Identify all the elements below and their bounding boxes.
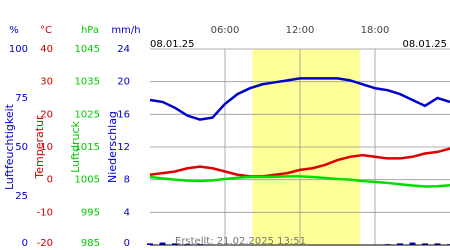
y-tick-label: 75 bbox=[15, 93, 28, 104]
axis-unit: % bbox=[9, 25, 19, 36]
axis-unit: °C bbox=[40, 25, 52, 36]
axis-title: Temperatur bbox=[33, 115, 46, 180]
y-tick-label: 0 bbox=[124, 238, 130, 249]
y-tick-label: 1025 bbox=[75, 109, 100, 120]
y-tick-label: 20 bbox=[117, 77, 130, 88]
axis-unit: hPa bbox=[81, 25, 99, 36]
x-tick-label: 06:00 bbox=[211, 25, 240, 36]
precip-bar bbox=[409, 242, 416, 245]
precip-bar bbox=[172, 243, 178, 245]
y-tick-label: 985 bbox=[81, 238, 100, 249]
y-tick-label: 16 bbox=[117, 109, 130, 120]
y-tick-label: 12 bbox=[117, 142, 130, 153]
x-tick-label: 18:00 bbox=[361, 25, 390, 36]
created-note: Erstellt: 21.02.2025 13:51 bbox=[175, 236, 306, 247]
y-tick-label: 100 bbox=[9, 44, 28, 55]
precip-bar bbox=[147, 243, 153, 245]
precip-bar bbox=[159, 242, 166, 245]
y-tick-label: 1005 bbox=[75, 175, 100, 186]
series-line bbox=[149, 77, 450, 121]
y-tick-label: -10 bbox=[37, 207, 53, 218]
y-tick-label: 4 bbox=[124, 207, 130, 218]
series-line bbox=[149, 175, 450, 188]
y-tick-label: 1045 bbox=[75, 44, 100, 55]
series-line bbox=[149, 147, 450, 178]
y-tick-label: 1015 bbox=[75, 142, 100, 153]
precip-bar bbox=[422, 243, 428, 245]
y-tick-label: 40 bbox=[40, 44, 53, 55]
axis-title: Niederschlag bbox=[106, 111, 119, 183]
axis-unit: mm/h bbox=[111, 25, 140, 36]
date-right: 08.01.25 bbox=[402, 39, 447, 50]
y-tick-label: 24 bbox=[117, 44, 130, 55]
y-tick-label: 25 bbox=[15, 191, 28, 202]
y-tick-label: 0 bbox=[47, 175, 53, 186]
y-tick-label: 1035 bbox=[75, 77, 100, 88]
axis-title: Luftfeuchtigkeit bbox=[3, 103, 16, 190]
x-tick-label: 12:00 bbox=[286, 25, 315, 36]
precip-bar bbox=[397, 243, 403, 245]
y-tick-label: 0 bbox=[22, 238, 28, 249]
y-tick-label: 995 bbox=[81, 207, 100, 218]
precip-bar bbox=[434, 243, 441, 245]
axis-title: Luftdruck bbox=[69, 120, 82, 172]
date-left: 08.01.25 bbox=[150, 39, 195, 50]
y-tick-label: -20 bbox=[37, 238, 53, 249]
y-tick-label: 50 bbox=[15, 142, 28, 153]
y-tick-label: 30 bbox=[40, 77, 53, 88]
y-tick-label: 8 bbox=[124, 175, 130, 186]
y-tick-label: 20 bbox=[40, 109, 53, 120]
y-tick-label: 10 bbox=[40, 142, 53, 153]
